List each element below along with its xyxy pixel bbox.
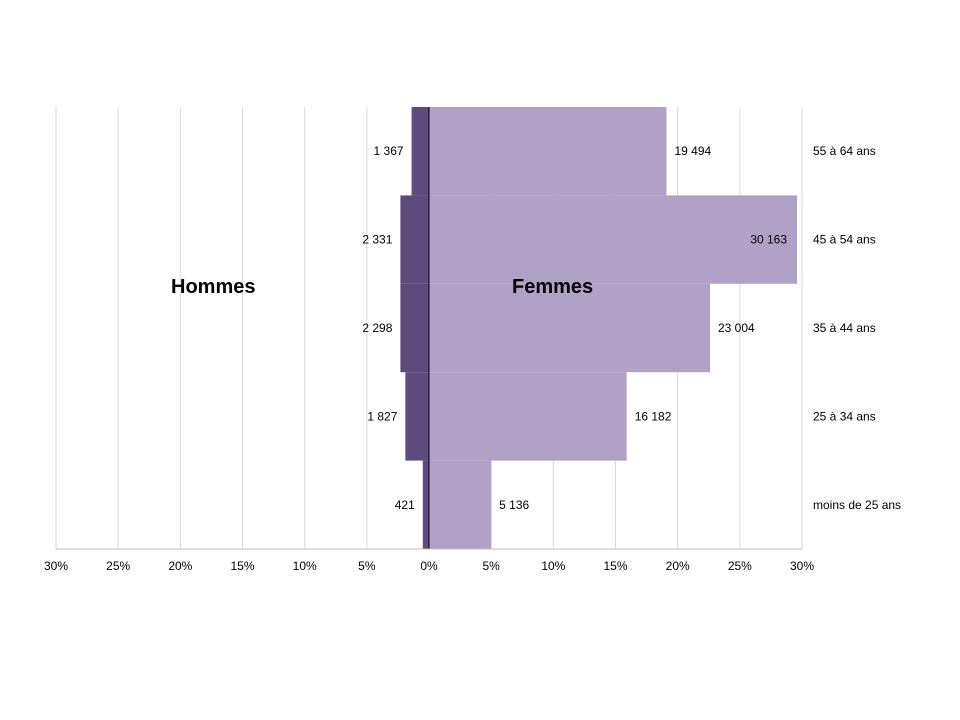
data-label-hommes: 1 367 — [374, 144, 404, 158]
bar-femmes — [429, 107, 667, 196]
x-tick-label: 5% — [358, 559, 376, 573]
data-label-femmes: 19 494 — [674, 144, 711, 158]
series-label-femmes: Femmes — [512, 276, 594, 298]
x-tick-label: 5% — [482, 559, 500, 573]
x-tick-label: 10% — [293, 559, 317, 573]
x-tick-label: 25% — [728, 559, 752, 573]
x-tick-label: 30% — [44, 559, 68, 573]
bar-hommes — [422, 460, 429, 549]
category-label: 25 à 34 ans — [813, 409, 876, 423]
category-labels: moins de 25 ans 25 à 34 ans 35 à 44 ans 45 … — [813, 144, 901, 512]
x-tick-label: 15% — [230, 559, 254, 573]
data-label-hommes: 1 827 — [367, 409, 397, 423]
x-tick-label: 20% — [168, 559, 192, 573]
x-tick-label: 20% — [666, 559, 690, 573]
bar-hommes — [411, 107, 429, 196]
data-label-femmes: 5 136 — [499, 498, 529, 512]
bar-femmes — [429, 283, 710, 373]
x-tick-label: 0% — [420, 559, 438, 573]
bar-hommes — [400, 283, 429, 373]
category-label: 35 à 44 ans — [813, 321, 876, 335]
x-tick-label: 25% — [106, 559, 130, 573]
bar-femmes — [429, 372, 627, 461]
series-label-hommes: Hommes — [171, 276, 256, 298]
data-label-hommes: 421 — [395, 498, 415, 512]
data-labels: 421 5 136 1 827 16 182 2 298 23 004 2 331 30 16… — [362, 144, 787, 512]
data-label-hommes: 2 331 — [362, 233, 392, 247]
gridlines — [55, 107, 803, 549]
x-tick-label: 15% — [603, 559, 627, 573]
bar-femmes — [429, 195, 798, 284]
x-tick-label: 10% — [541, 559, 565, 573]
category-label: 45 à 54 ans — [813, 233, 876, 247]
x-tick-labels: 30% 25% 20% 15% 10% 5% 0% 5% 10% 15% 20% 25% 30% — [44, 559, 814, 573]
bar-hommes — [405, 372, 429, 461]
data-label-hommes: 2 298 — [362, 321, 392, 335]
data-label-femmes: 30 163 — [750, 233, 787, 247]
bars — [400, 107, 798, 549]
data-label-femmes: 23 004 — [718, 321, 755, 335]
data-label-femmes: 16 182 — [635, 409, 672, 423]
category-label: 55 à 64 ans — [813, 144, 876, 158]
category-label: moins de 25 ans — [813, 498, 901, 512]
bar-hommes — [400, 195, 429, 284]
x-tick-label: 30% — [790, 559, 814, 573]
bar-femmes — [429, 460, 492, 549]
